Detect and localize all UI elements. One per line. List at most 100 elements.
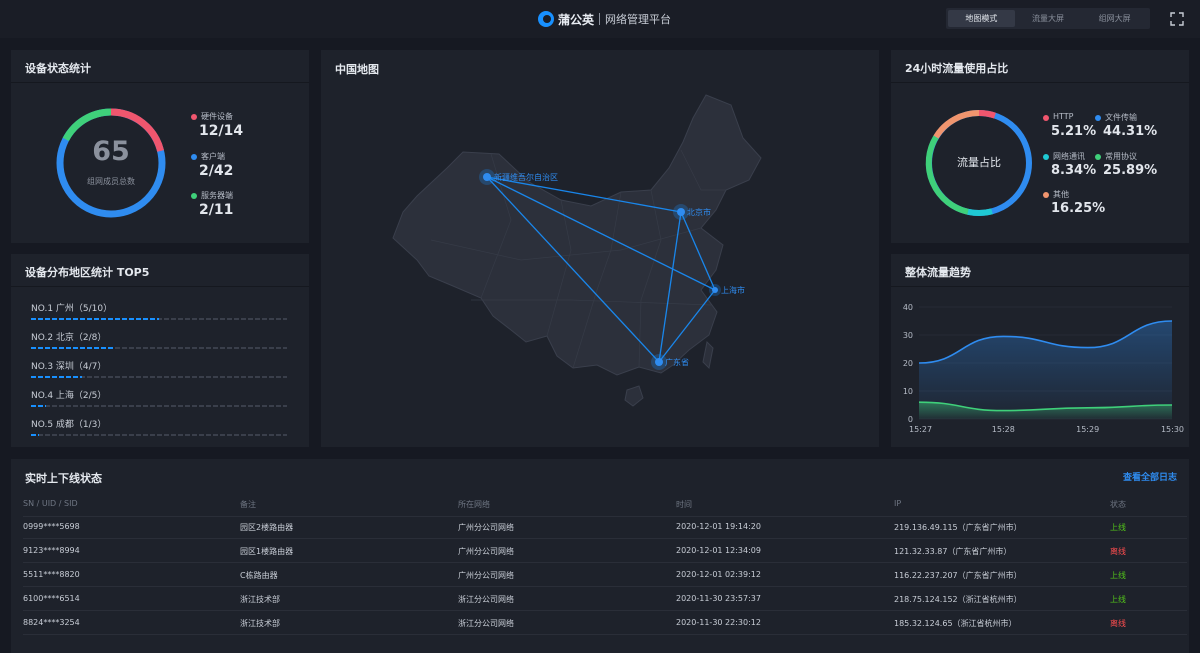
donut-segment-protocol (925, 135, 969, 215)
rank-bar (31, 318, 159, 320)
mode-map[interactable]: 地图模式 (948, 10, 1015, 27)
taiwan-island[interactable] (702, 340, 714, 370)
device-donut (56, 108, 166, 218)
china-map: 新疆维吾尔自治区 北京市 上海市 广东省 (392, 94, 762, 407)
legend-label: 其他 (1053, 190, 1069, 199)
legend-dot (1095, 154, 1101, 160)
rank-label: NO.2 北京（2/8） (31, 333, 107, 343)
legend-dot (191, 114, 197, 120)
table-row[interactable]: 8824****3254 浙江技术部 浙江分公司网络 2020-11-30 22… (23, 611, 1187, 635)
china-map-panel: 中国地图 新疆维吾尔自治区 北京 (321, 50, 879, 447)
divider (11, 286, 309, 287)
donut-segment-http (978, 110, 996, 119)
series-line-total (918, 320, 1173, 364)
status-badge: 上线 (1110, 571, 1126, 580)
fullscreen-icon[interactable] (1170, 12, 1184, 26)
cell-ip: 116.22.237.207（广东省广州市） (894, 571, 1022, 580)
connection-lines (486, 176, 716, 363)
donut-segment-im (967, 208, 993, 217)
cell-time: 2020-12-01 02:39:12 (676, 570, 761, 579)
cell-sn: 9123****8994 (23, 546, 80, 555)
column-header[interactable]: SN / UID / SID (23, 499, 78, 508)
status-badge: 离线 (1110, 619, 1126, 628)
rank-track (31, 376, 287, 378)
traffic-trend-title: 整体流量趋势 (905, 266, 971, 279)
rank-item: NO.4 上海（2/5） (31, 388, 289, 414)
rank-track (31, 405, 287, 407)
city-label: 广东省 (665, 357, 689, 367)
legend-value: 5.21% (1051, 124, 1097, 139)
china-outline[interactable] (392, 94, 762, 376)
rank-label: NO.5 成都（1/3） (31, 420, 107, 430)
column-header[interactable]: 所在网络 (458, 500, 490, 509)
rank-item: NO.2 北京（2/8） (31, 330, 289, 356)
member-total: 65 (92, 136, 130, 167)
legend-label: 常用协议 (1105, 152, 1137, 161)
cell-note: C栋路由器 (240, 571, 278, 580)
city-guangdong[interactable]: 广东省 (651, 354, 689, 370)
cell-note: 浙江技术部 (240, 619, 280, 628)
province-borders (430, 149, 726, 369)
column-header[interactable]: IP (894, 499, 902, 508)
traffic-donut-center: 流量占比 (957, 156, 1001, 169)
cell-network: 广州分公司网络 (458, 523, 514, 532)
city-beijing[interactable]: 北京市 (673, 204, 711, 220)
column-header[interactable]: 备注 (240, 500, 256, 509)
divider (11, 82, 309, 83)
status-badge: 上线 (1110, 595, 1126, 604)
legend-label: 网络通讯 (1053, 152, 1085, 161)
rank-item: NO.1 广州（5/10） (31, 301, 289, 327)
legend-dot (1095, 115, 1101, 121)
x-tick-label: 15:28 (992, 425, 1015, 434)
rank-track (31, 347, 287, 349)
mode-network[interactable]: 组网大屏 (1098, 14, 1131, 23)
rank-bar (31, 405, 47, 407)
rank-bar (31, 347, 116, 349)
series-line-secondary (918, 401, 1173, 412)
y-tick-label: 10 (903, 387, 913, 396)
cell-network: 浙江分公司网络 (458, 619, 514, 628)
table-header: SN / UID / SID 备注 所在网络 时间 IP 状态 (23, 499, 1187, 517)
realtime-title: 实时上下线状态 (25, 472, 102, 485)
cell-network: 广州分公司网络 (458, 547, 514, 556)
cell-sn: 5511****8820 (23, 570, 80, 579)
x-tick-label: 15:27 (909, 425, 932, 434)
hainan-island[interactable] (624, 385, 644, 407)
rank-item: NO.3 深圳（4/7） (31, 359, 289, 385)
dandelion-logo-icon (538, 11, 554, 27)
city-label: 新疆维吾尔自治区 (494, 172, 558, 182)
table-row[interactable]: 6100****6514 浙江技术部 浙江分公司网络 2020-11-30 23… (23, 587, 1187, 611)
legend-value: 8.34% (1051, 163, 1097, 178)
realtime-status-panel: 实时上下线状态 查看全部日志 SN / UID / SID 备注 所在网络 时间… (11, 459, 1189, 653)
mode-traffic[interactable]: 流量大屏 (1032, 14, 1064, 23)
legend-value: 25.89% (1103, 163, 1158, 178)
region-top5-panel: 设备分布地区统计 TOP5 NO.1 广州（5/10） NO.2 北京（2/8）… (11, 254, 309, 447)
status-badge: 离线 (1110, 547, 1126, 556)
column-header[interactable]: 状态 (1110, 500, 1126, 509)
series-area-secondary (919, 402, 1172, 419)
top-bar: 蒲公英 网络管理平台 地图模式 流量大屏 组网大屏 (0, 0, 1200, 38)
brand-subtitle: 网络管理平台 (605, 13, 672, 26)
table-row[interactable]: 9123****8994 园区1楼路由器 广州分公司网络 2020-12-01 … (23, 539, 1187, 563)
cell-sn: 0999****5698 (23, 522, 80, 531)
table-row[interactable]: 5511****8820 C栋路由器 广州分公司网络 2020-12-01 02… (23, 563, 1187, 587)
column-header[interactable]: 时间 (676, 500, 692, 509)
cell-note: 园区2楼路由器 (240, 523, 294, 532)
city-xinjiang[interactable]: 新疆维吾尔自治区 (479, 169, 558, 185)
brand-separator (599, 13, 601, 25)
series-area-total (919, 321, 1172, 419)
city-shanghai[interactable]: 上海市 (709, 284, 745, 296)
view-all-logs-link[interactable]: 查看全部日志 (1122, 473, 1177, 483)
divider (891, 286, 1189, 287)
traffic-share-title: 24小时流量使用占比 (905, 62, 1009, 75)
trend-x-axis: 15:27 15:28 15:29 15:30 (909, 425, 1184, 434)
y-tick-label: 40 (903, 303, 913, 312)
cell-note: 园区1楼路由器 (240, 547, 294, 556)
legend-value: 12/14 (199, 123, 244, 139)
map-title: 中国地图 (335, 63, 379, 76)
cell-ip: 121.32.33.87（广东省广州市） (894, 547, 1012, 556)
traffic-share-panel: 24小时流量使用占比 流量占比 HTTP 5.21% 文件传输 44.31% 网… (891, 50, 1189, 243)
donut-segment-server (62, 108, 112, 142)
table-row[interactable]: 0999****5698 园区2楼路由器 广州分公司网络 2020-12-01 … (23, 515, 1187, 539)
legend-value: 16.25% (1051, 201, 1106, 216)
